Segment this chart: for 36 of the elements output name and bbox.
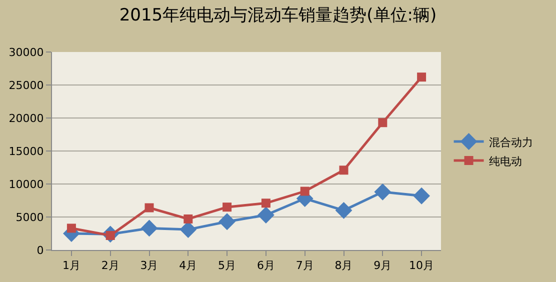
point (374, 183, 392, 200)
point (339, 166, 348, 175)
point (66, 224, 76, 233)
point (144, 203, 154, 212)
x-tick-label: 9月 (374, 259, 392, 272)
y-tick-label: 15000 (8, 144, 44, 158)
point (180, 221, 197, 238)
x-tick-label: 5月 (218, 259, 236, 272)
point (222, 202, 232, 212)
point (261, 198, 270, 208)
x-tick-label: 10月 (409, 259, 434, 272)
point (300, 186, 310, 196)
point (378, 118, 388, 128)
x-tick-label: 6月 (256, 259, 275, 272)
y-tick-label: 30000 (8, 46, 44, 59)
y-tick-label: 10000 (8, 178, 44, 191)
y-tick-label: 0 (36, 244, 44, 257)
point (218, 213, 236, 230)
legend-label: 纯电动 (488, 154, 522, 168)
x-tick-label: 8月 (334, 259, 353, 272)
point (258, 206, 274, 224)
y-tick-label: 20000 (8, 112, 44, 125)
x-tick-label: 7月 (296, 259, 314, 272)
x-tick-label: 1月 (62, 259, 80, 272)
point (140, 220, 158, 237)
x-tick-label: 2月 (101, 259, 120, 272)
legend-label: 混合动力 (488, 136, 533, 149)
chart-title: 2015年纯电动与混动车销量趋势(单位:辆) (119, 5, 437, 26)
y-tick-label: 25000 (8, 78, 44, 92)
point (335, 202, 352, 219)
x-tick-label: 4月 (179, 259, 198, 272)
point (184, 214, 193, 224)
y-tick-label: 5000 (16, 210, 44, 224)
point (417, 72, 426, 82)
point (413, 187, 430, 204)
x-tick-label: 3月 (140, 259, 158, 272)
